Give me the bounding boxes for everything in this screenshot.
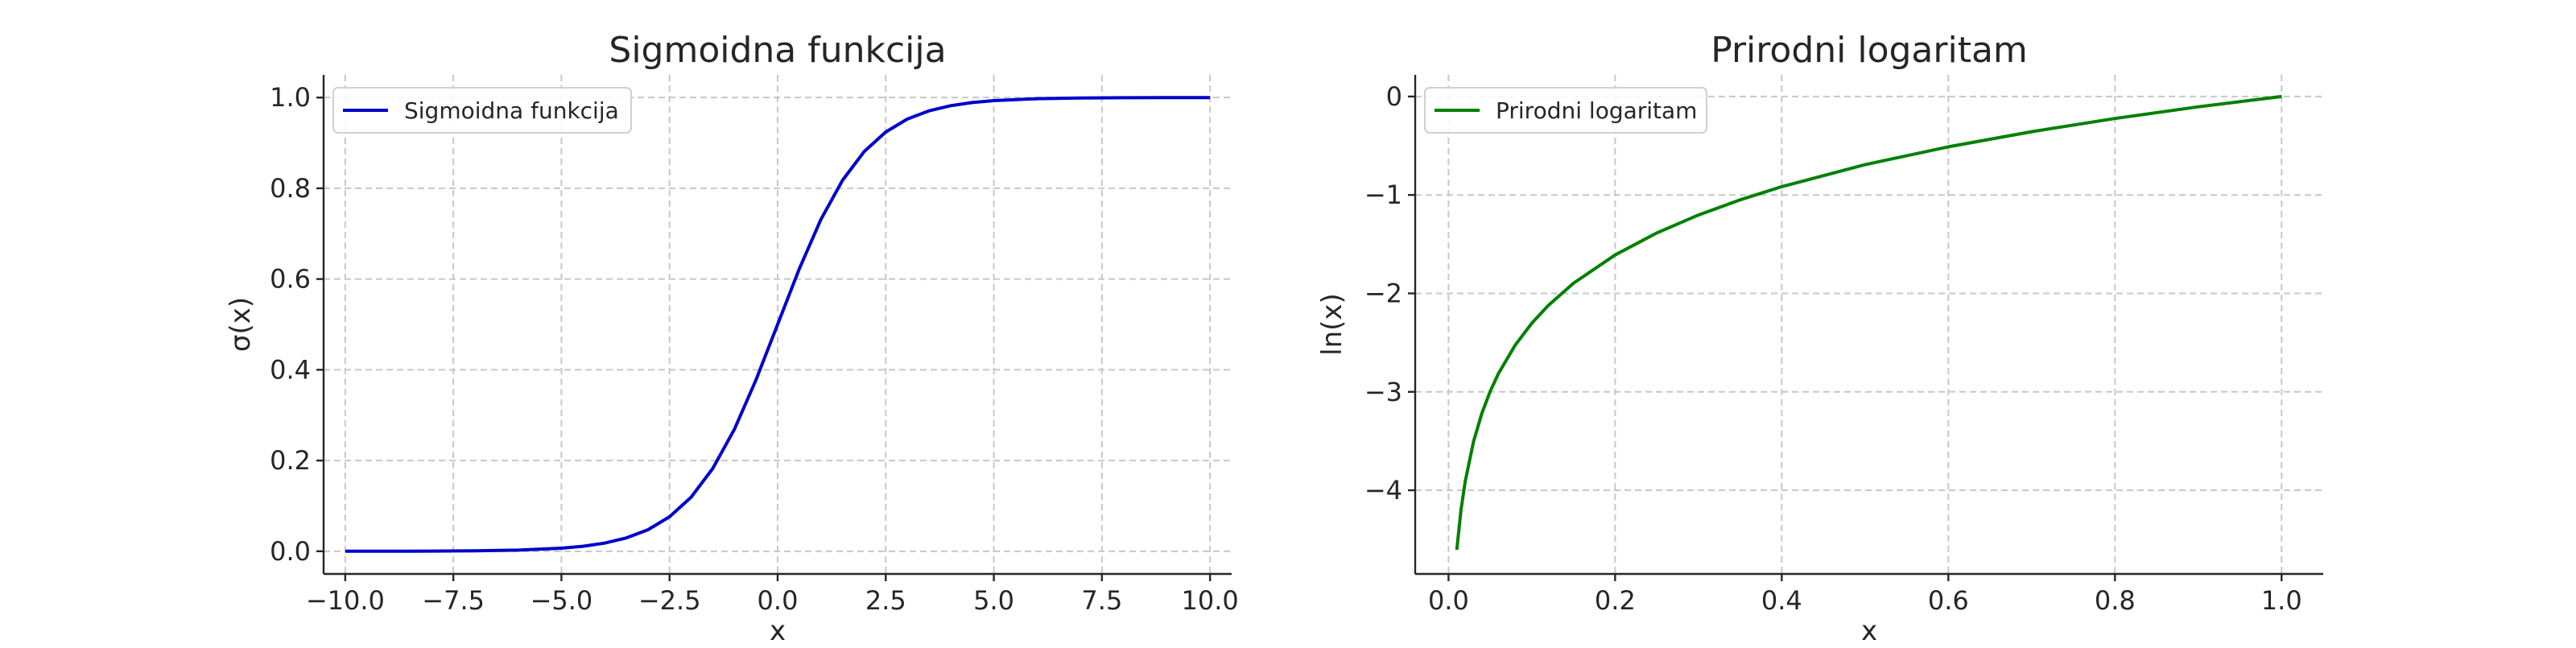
x-tick-label: −2.5 (638, 585, 701, 616)
x-axis-label: x (770, 615, 786, 644)
y-axis-label: σ(x) (225, 297, 257, 352)
legend: Sigmoidna funkcija (332, 87, 632, 134)
y-tick-label: 0.8 (270, 173, 311, 204)
y-tick-label: 1.0 (270, 82, 311, 113)
y-tick-label: 0.2 (270, 445, 311, 476)
x-tick-label: 7.5 (1081, 585, 1122, 616)
series-lines (345, 96, 1211, 553)
grid (1415, 75, 2323, 574)
legend: Prirodni logaritam (1424, 87, 1707, 134)
x-tick-label: 5.0 (973, 585, 1014, 616)
legend-box (332, 87, 632, 134)
chart-natural-log: 0.0 0.2 0.4 0.6 0.8 1.0 0 −1 −2 −3 −4 Prirodni log… (1316, 30, 2323, 647)
x-tick-label: 0.0 (1428, 585, 1469, 616)
legend-entry: Sigmoidna funkcija (404, 97, 619, 124)
x-tick-label: 0.4 (1761, 585, 1802, 616)
x-tick-label: 0.0 (758, 585, 799, 616)
legend-box (1424, 87, 1707, 134)
x-tick-label: 0.6 (1928, 585, 1969, 616)
axes: −10.0 −7.5 −5.0 −2.5 0.0 2.5 5.0 7.5 10.0 0.0 0.2 0… (270, 75, 1239, 616)
x-tick-label: 2.5 (865, 585, 906, 616)
y-tick-label: 0.0 (270, 536, 311, 567)
y-tick-label: 0.6 (270, 264, 311, 295)
y-tick-label: −4 (1364, 475, 1402, 506)
y-tick-label: −2 (1364, 278, 1402, 308)
y-tick-label: 0.4 (270, 354, 311, 385)
x-tick-label: 1.0 (2261, 585, 2302, 616)
series-line-0 (1455, 94, 2282, 551)
y-tick-label: −1 (1364, 180, 1402, 210)
x-tick-label: −10.0 (306, 585, 385, 616)
x-tick-label: −5.0 (530, 585, 593, 616)
legend-entry: Prirodni logaritam (1496, 97, 1697, 124)
chart-sigmoid: −10.0 −7.5 −5.0 −2.5 0.0 2.5 5.0 7.5 10.0 0.0 0.2 0… (225, 30, 1239, 647)
y-tick-label: −3 (1364, 377, 1402, 407)
x-tick-label: 0.2 (1595, 585, 1636, 616)
y-axis-label: ln(x) (1316, 293, 1348, 356)
chart-title: Prirodni logaritam (1711, 30, 2028, 71)
y-tick-label: 0 (1386, 81, 1402, 112)
x-tick-label: −7.5 (422, 585, 485, 616)
series-line-0 (345, 96, 1211, 553)
x-tick-label: 0.8 (2095, 585, 2136, 616)
x-axis-label: x (1861, 615, 1877, 644)
series-lines (1455, 94, 2282, 551)
chart-title: Sigmoidna funkcija (609, 30, 946, 71)
axes: 0.0 0.2 0.4 0.6 0.8 1.0 0 −1 −2 −3 −4 (1364, 75, 2323, 616)
x-tick-label: 10.0 (1182, 585, 1239, 616)
